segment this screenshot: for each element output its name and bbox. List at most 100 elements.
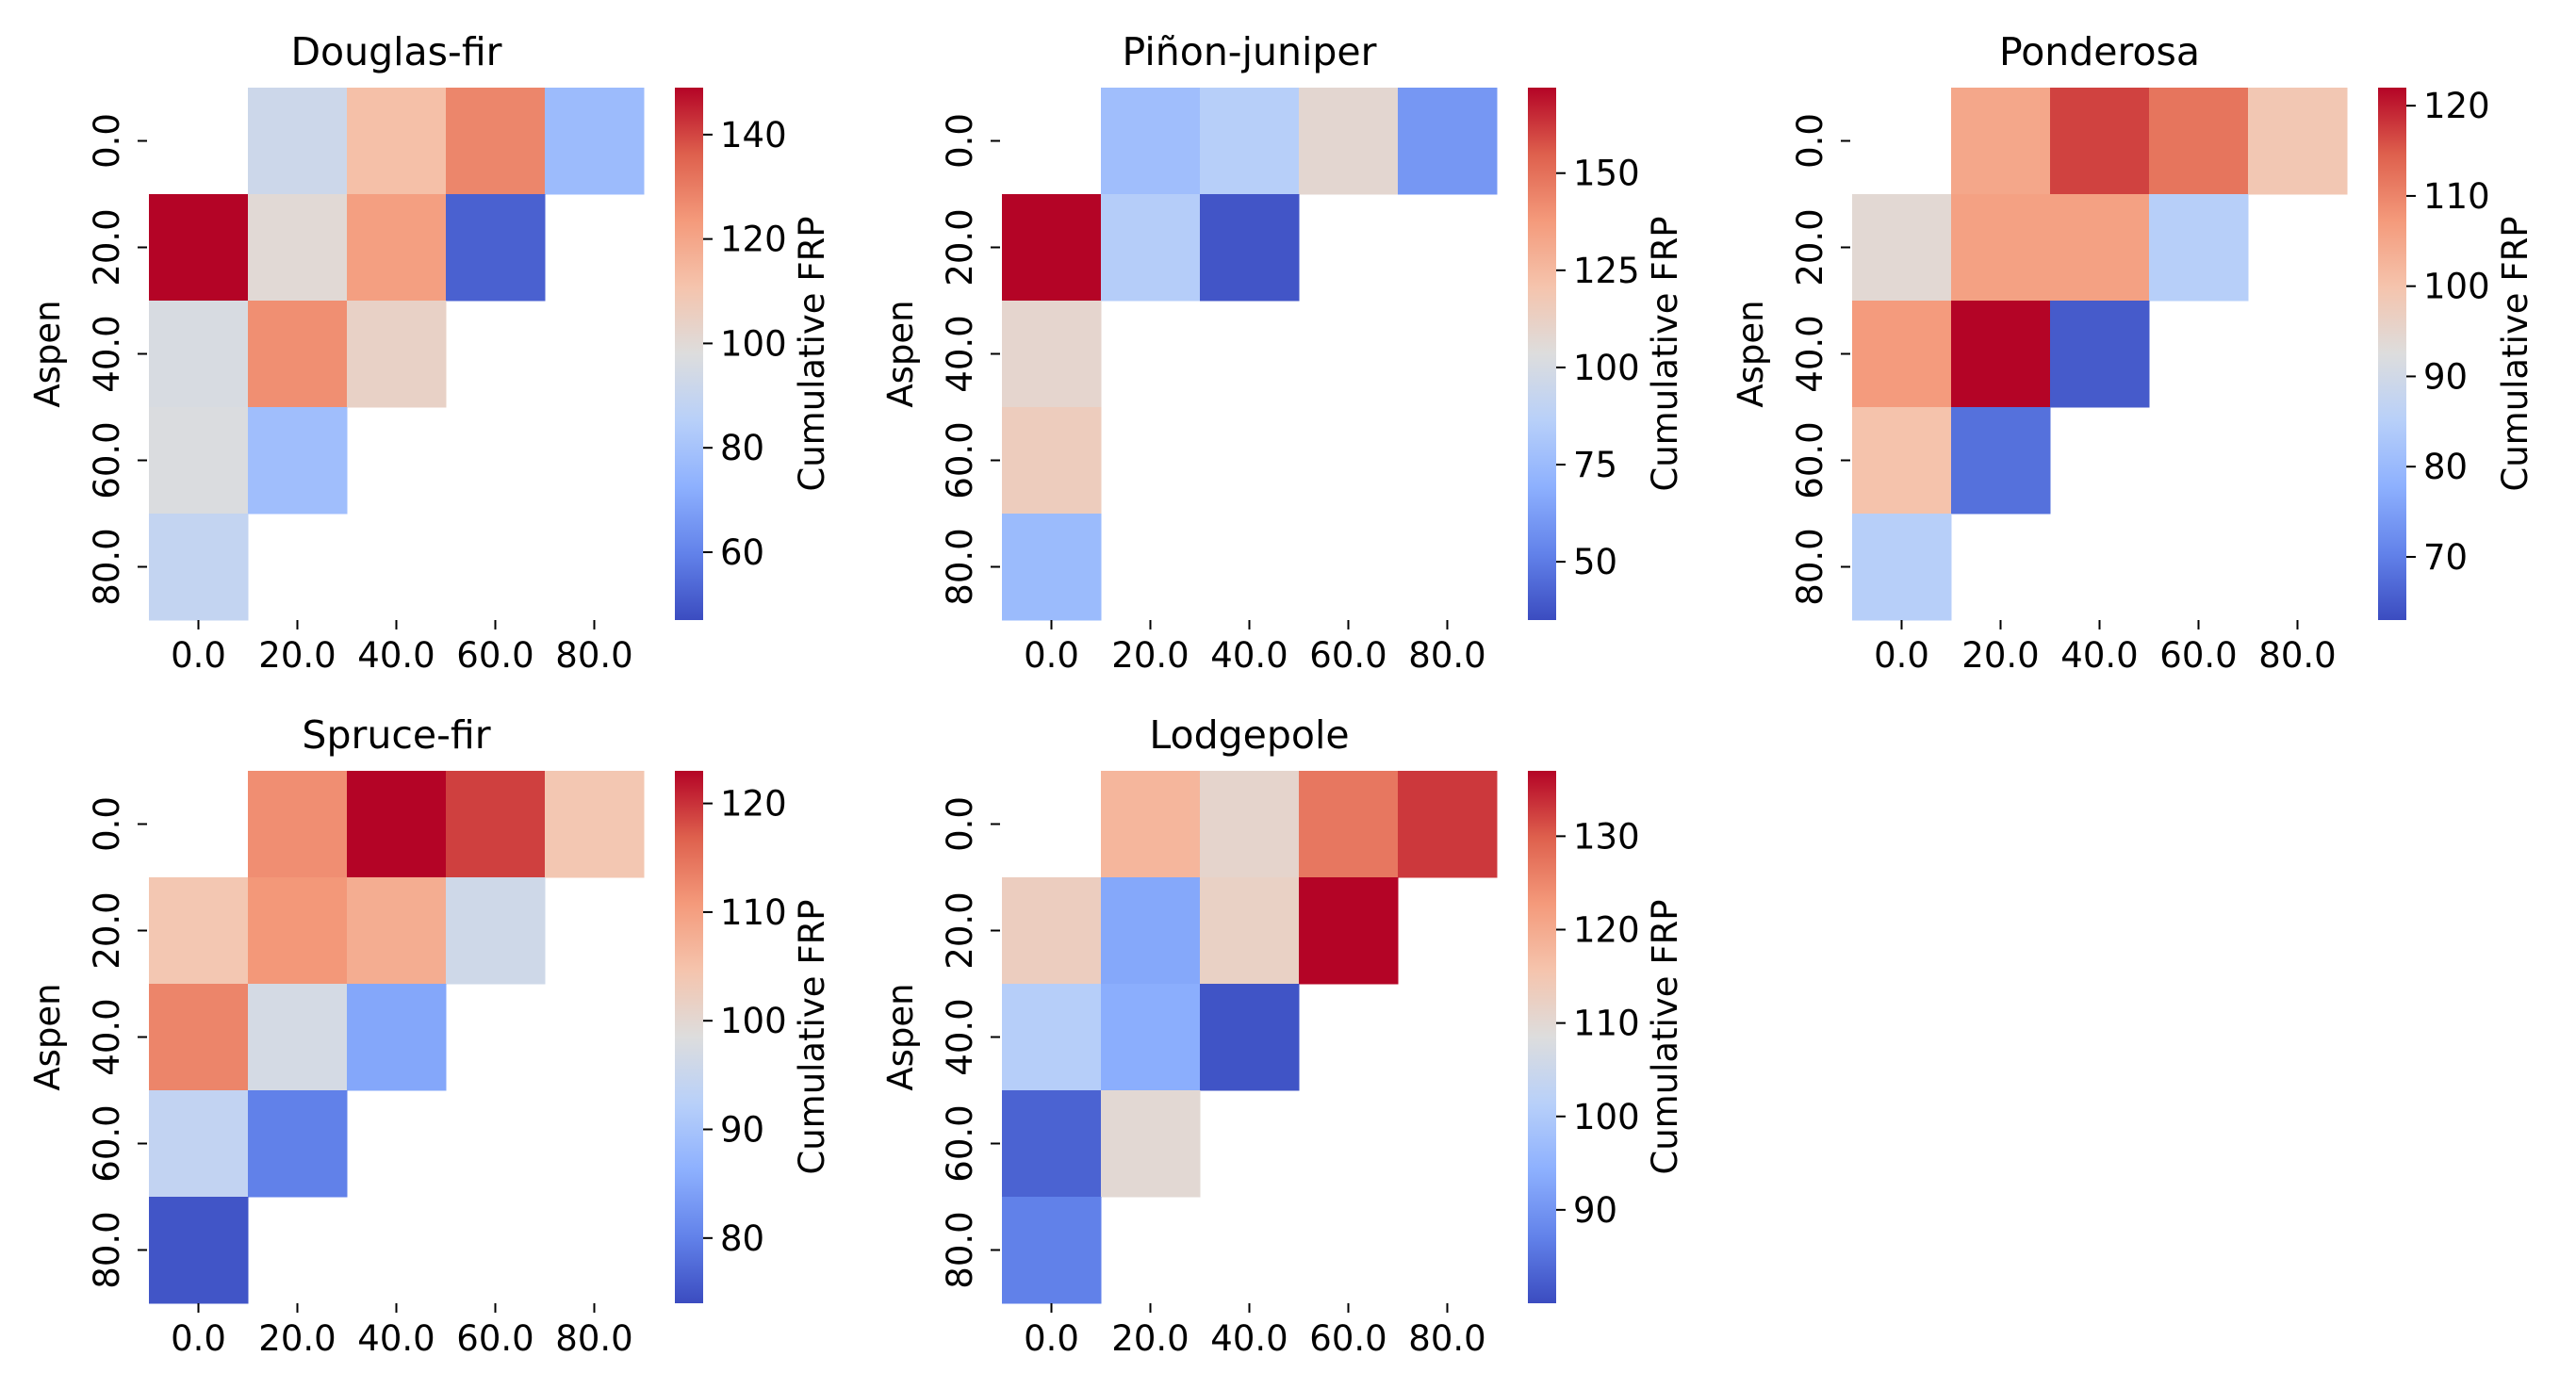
x-tick-label: 40.0: [1210, 635, 1288, 676]
colorbar-label: Cumulative FRP: [1645, 899, 1685, 1174]
heatmap-cell-r3-c0: [149, 407, 249, 515]
heatmap-cell-r1-c3: [1299, 877, 1399, 985]
heatmap-cell-r0-c1: [1101, 88, 1201, 195]
y-tick-label: 20.0: [940, 891, 980, 969]
heatmap-cell-r3-c1: [1101, 1090, 1201, 1198]
heatmap-cell-r0-c2: [347, 771, 447, 878]
heatmap-panel-3: Spruce-fir 0.0 20.0 40.0 60.0 80.0 0.0 20.0 40.0…: [27, 712, 832, 1359]
x-tick-label: 20.0: [1961, 635, 2039, 676]
heatmap-cell-r2-c0: [1002, 301, 1102, 408]
heatmap-cell-r1-c0: [149, 877, 249, 985]
x-tick-label: 0.0: [1874, 635, 1929, 676]
colorbar-tick-label: 100: [720, 323, 787, 364]
heatmap-cell-r3-c1: [248, 1090, 348, 1198]
heatmap-panel-0: Douglas-fir 0.0 20.0 40.0 60.0 80.0 0.0 20.0 40.…: [27, 29, 832, 676]
y-tick-label: 20.0: [1790, 208, 1830, 286]
colorbar-tick-label: 80: [720, 428, 764, 468]
x-tick-label: 20.0: [1111, 1318, 1189, 1359]
y-tick-label: 0.0: [87, 113, 127, 169]
y-tick-label: 40.0: [940, 998, 980, 1075]
colorbar: [1528, 771, 1556, 1303]
heatmap-cell-r0-c1: [1951, 88, 2051, 195]
x-tick-label: 60.0: [456, 1318, 533, 1359]
heatmap-panel-4: Lodgepole 0.0 20.0 40.0 60.0 80.0 0.0 20.0 40.0 6…: [880, 712, 1685, 1359]
heatmap-cell-r0-c2: [2050, 88, 2150, 195]
x-tick-label: 40.0: [357, 635, 435, 676]
x-tick-label: 0.0: [171, 1318, 226, 1359]
heatmap-cell-r3-c1: [1951, 407, 2051, 515]
heatmap-cell-r1-c3: [446, 877, 546, 985]
heatmap-cell-r0-c1: [248, 88, 348, 195]
y-tick-label: 0.0: [940, 796, 980, 852]
heatmap-cell-r0-c4: [1398, 88, 1498, 195]
x-tick-label: 60.0: [1309, 635, 1386, 676]
heatmap-cell-r4-c0: [149, 514, 249, 621]
panel-title: Douglas-fir: [290, 29, 501, 74]
heatmap-cell-r2-c0: [149, 301, 249, 408]
colorbar-tick-label: 90: [2423, 356, 2468, 397]
colorbar-tick-label: 50: [1573, 542, 1617, 582]
colorbar-tick-label: 110: [2423, 176, 2490, 217]
y-tick-label: 40.0: [87, 315, 127, 392]
colorbar-tick-label: 120: [720, 220, 787, 260]
x-tick-label: 20.0: [258, 635, 336, 676]
heatmap-cell-r1-c2: [1200, 194, 1300, 302]
colorbar-tick-label: 110: [720, 892, 787, 933]
heatmap-cell-r0-c3: [446, 771, 546, 878]
y-tick-label: 60.0: [1790, 421, 1830, 498]
heatmap-cell-r4-c0: [149, 1197, 249, 1304]
x-tick-label: 40.0: [1210, 1318, 1288, 1359]
colorbar-tick-label: 120: [720, 784, 787, 825]
x-tick-label: 20.0: [1111, 635, 1189, 676]
heatmap-cell-r2-c2: [1200, 984, 1300, 1091]
colorbar-tick-label: 60: [720, 532, 764, 573]
y-tick-label: 80.0: [87, 1211, 127, 1288]
y-tick-label: 0.0: [1790, 113, 1830, 169]
heatmap-panel-2: Ponderosa 0.0 20.0 40.0 60.0 80.0 0.0 20.0 40.0 6…: [1731, 29, 2535, 676]
y-tick-label: 60.0: [940, 1104, 980, 1182]
heatmap-cell-r2-c1: [248, 984, 348, 1091]
colorbar: [1528, 88, 1556, 620]
y-tick-label: 20.0: [940, 208, 980, 286]
heatmap-cell-r0-c3: [2149, 88, 2249, 195]
y-tick-label: 80.0: [940, 1211, 980, 1288]
heatmap-cell-r2-c1: [248, 301, 348, 408]
heatmap-cell-r0-c2: [1200, 771, 1300, 878]
colorbar-tick-label: 100: [1573, 1097, 1640, 1137]
colorbar: [2378, 88, 2406, 620]
y-tick-label: 80.0: [87, 528, 127, 605]
heatmap-cell-r2-c0: [149, 984, 249, 1091]
colorbar-tick-label: 125: [1573, 251, 1640, 291]
y-tick-label: 40.0: [940, 315, 980, 392]
x-tick-label: 60.0: [1309, 1318, 1386, 1359]
heatmap-cell-r0-c4: [545, 771, 645, 878]
heatmap-cell-r0-c1: [1101, 771, 1201, 878]
colorbar-tick-label: 120: [1573, 910, 1640, 951]
heatmap-panel-1: Piñon-juniper 0.0 20.0 40.0 60.0 80.0 0.0 20.0 4…: [880, 29, 1685, 676]
panel-title: Lodgepole: [1149, 712, 1349, 758]
y-axis-label: Aspen: [27, 300, 68, 407]
heatmap-cell-r1-c3: [446, 194, 546, 302]
x-tick-label: 80.0: [555, 1318, 632, 1359]
colorbar-tick-label: 90: [720, 1110, 764, 1151]
colorbar-tick-label: 90: [1573, 1190, 1617, 1231]
heatmap-cell-r1-c0: [1002, 877, 1102, 985]
y-tick-label: 20.0: [87, 891, 127, 969]
heatmap-cell-r4-c0: [1002, 514, 1102, 621]
heatmap-cell-r0-c2: [1200, 88, 1300, 195]
heatmap-cell-r4-c0: [1002, 1197, 1102, 1304]
heatmap-cell-r2-c1: [1101, 984, 1201, 1091]
heatmap-cell-r2-c1: [1951, 301, 2051, 408]
heatmap-cell-r1-c1: [1951, 194, 2051, 302]
heatmap-cell-r2-c2: [347, 984, 447, 1091]
heatmap-cell-r1-c1: [248, 877, 348, 985]
x-tick-label: 80.0: [555, 635, 632, 676]
heatmap-cell-r0-c4: [1398, 771, 1498, 878]
colorbar-tick-label: 70: [2423, 537, 2468, 578]
y-tick-label: 80.0: [940, 528, 980, 605]
colorbar-tick-label: 75: [1573, 445, 1617, 485]
colorbar-tick-label: 130: [1573, 816, 1640, 857]
heatmap-cell-r1-c1: [1101, 194, 1201, 302]
heatmap-cell-r3-c0: [1002, 407, 1102, 515]
